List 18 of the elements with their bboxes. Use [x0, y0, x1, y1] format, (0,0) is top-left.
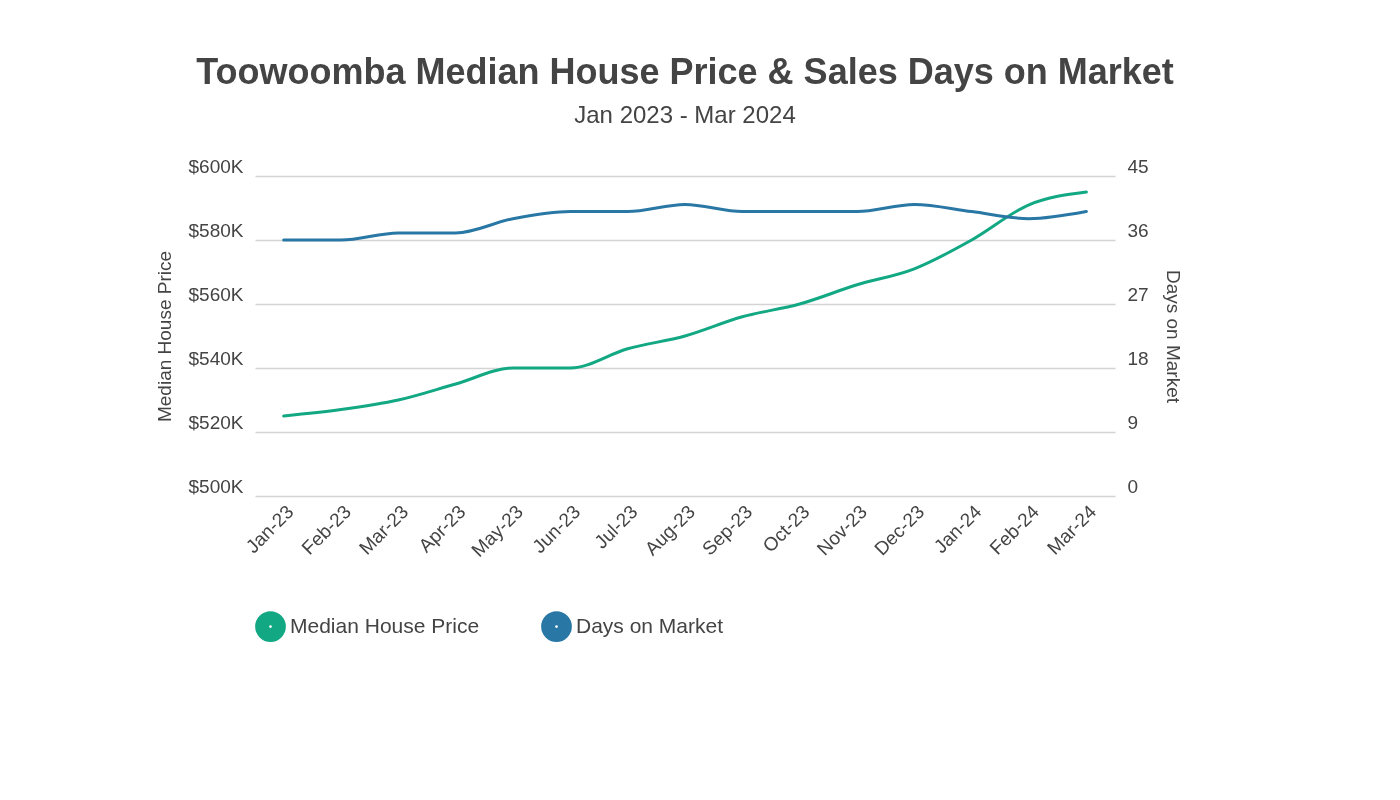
y2-tick-label: 0 — [1127, 475, 1139, 497]
legend-label: Median House Price — [290, 613, 480, 637]
y2-tick-label: 36 — [1127, 219, 1149, 241]
y-tick-label: $520K — [188, 411, 244, 433]
y2-tick-label: 27 — [1127, 283, 1149, 305]
y2-tick-label: 45 — [1127, 155, 1149, 177]
y-tick-label: $560K — [188, 283, 244, 305]
chart-title: Toowoomba Median House Price & Sales Days on Market — [196, 51, 1174, 92]
y2-axis-title: Days on Market — [1162, 269, 1184, 404]
y-tick-label: $580K — [188, 219, 244, 241]
chart-subtitle: Jan 2023 - Mar 2024 — [574, 101, 796, 128]
y-axis-title: Median House Price — [153, 250, 175, 423]
y2-tick-label: 18 — [1127, 347, 1149, 369]
legend-label: Days on Market — [576, 613, 724, 637]
y2-tick-label: 9 — [1127, 411, 1139, 433]
y-tick-label: $540K — [188, 347, 244, 369]
y-tick-label: $600K — [188, 155, 244, 177]
y-tick-label: $500K — [188, 475, 244, 497]
